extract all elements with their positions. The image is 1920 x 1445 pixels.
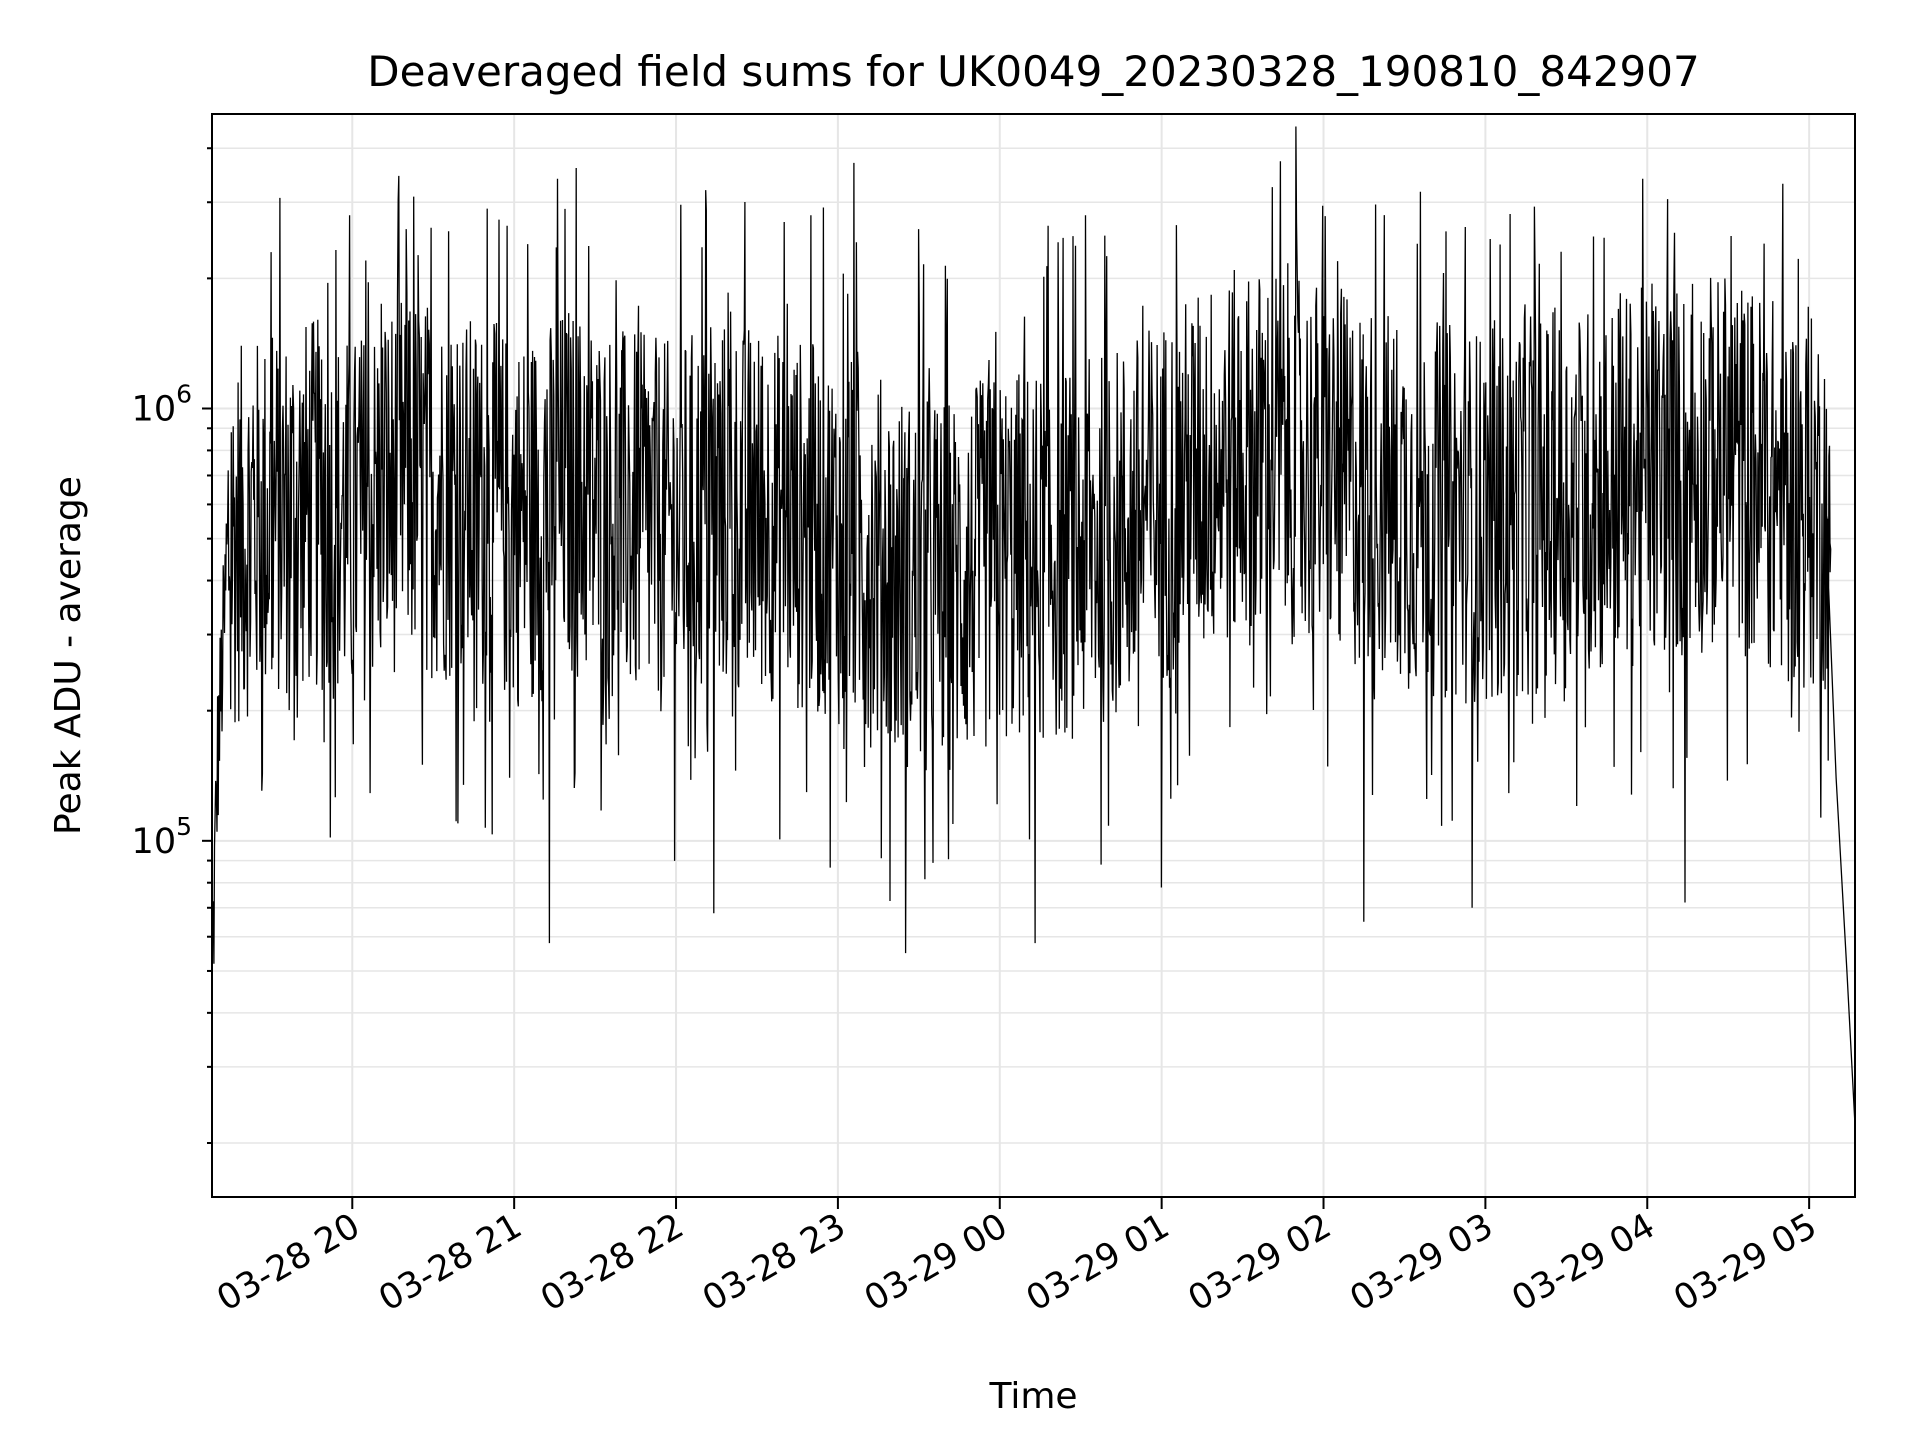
chart-title: Deaveraged field sums for UK0049_2023032… — [367, 47, 1699, 96]
y-axis-label: Peak ADU - average — [48, 476, 89, 835]
series-layer — [212, 126, 1855, 1126]
y-tick-label: 105 — [132, 812, 192, 862]
series-line — [212, 126, 1855, 1126]
y-tick-label: 106 — [132, 380, 192, 430]
plot-frame — [211, 113, 1856, 1198]
x-axis-label: Time — [988, 1376, 1077, 1417]
